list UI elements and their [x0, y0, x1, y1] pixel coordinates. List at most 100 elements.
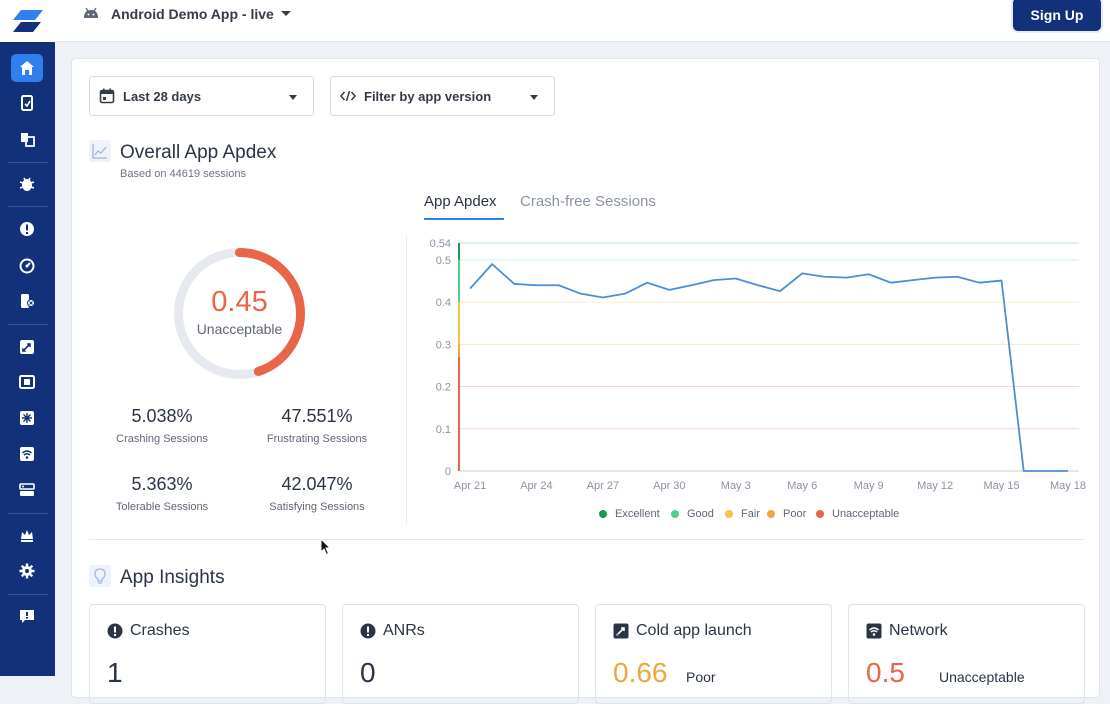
insight-rating: Poor: [686, 669, 716, 685]
apdex-score-label: Unacceptable: [196, 321, 283, 337]
api-icon[interactable]: [11, 476, 43, 504]
chevron-down-icon[interactable]: [281, 11, 291, 16]
data-point: [735, 277, 737, 279]
app-version-filter[interactable]: Filter by app version: [330, 76, 555, 116]
line-chart-icon: [89, 140, 111, 162]
app-selector[interactable]: Android Demo App - live: [111, 6, 274, 22]
wifi-icon: [866, 623, 882, 639]
data-point: [801, 272, 803, 274]
stat-label: Satisfying Sessions: [269, 501, 365, 513]
feedback-icon[interactable]: [11, 602, 43, 630]
alert-icon[interactable]: [11, 215, 43, 243]
legend-label: Fair: [741, 508, 760, 520]
legend-label: Good: [687, 508, 714, 520]
data-point: [1001, 280, 1003, 282]
legend-dot: [767, 510, 775, 518]
android-icon: [84, 7, 98, 18]
reports-icon[interactable]: [11, 89, 43, 117]
data-point: [779, 290, 781, 292]
lightbulb-icon: [89, 565, 111, 587]
gauge-icon[interactable]: [11, 252, 43, 280]
stat-value: 5.038%: [131, 406, 193, 426]
insight-card-cold-app-launch[interactable]: Cold app launch 0.66 Poor: [595, 604, 832, 704]
tab-crash-free-sessions[interactable]: Crash-free Sessions: [520, 193, 656, 210]
rocket-icon[interactable]: [11, 333, 43, 361]
sign-up-button[interactable]: Sign Up: [1013, 0, 1101, 31]
x-tick-label: May 12: [917, 480, 953, 492]
y-tick-label: 0.3: [436, 339, 451, 351]
insight-title: Crashes: [130, 622, 190, 639]
x-tick-label: Apr 27: [587, 480, 619, 492]
date-range-select[interactable]: Last 28 days: [89, 76, 314, 116]
data-point: [602, 296, 604, 298]
insight-card-crashes[interactable]: Crashes 1: [89, 604, 326, 704]
legend-dot: [599, 510, 607, 518]
chevron-down-icon: [289, 95, 297, 100]
stat-value: 5.363%: [131, 474, 193, 494]
y-tick-label: 0.4: [436, 297, 451, 309]
legend-poor: Poor: [767, 508, 806, 520]
alert-icon: [360, 623, 376, 639]
data-point: [580, 293, 582, 295]
home-icon[interactable]: [11, 54, 43, 82]
copy-icon[interactable]: [11, 125, 43, 153]
y-tick-label: 0.1: [436, 424, 451, 436]
apdex-title: Overall App Apdex: [120, 142, 277, 163]
settings-gear-icon[interactable]: [11, 557, 43, 585]
apdex-subtitle: Based on 44619 sessions: [120, 168, 246, 180]
legend-excellent: Excellent: [599, 508, 660, 520]
stat-label: Crashing Sessions: [116, 433, 208, 445]
data-point: [558, 284, 560, 286]
crashing-sessions-stat: 5.038% Crashing Sessions: [92, 406, 232, 445]
insight-title: Cold app launch: [636, 622, 752, 639]
divider: [406, 236, 407, 524]
data-point: [890, 282, 892, 284]
insight-value: 1: [107, 657, 123, 688]
data-point: [513, 283, 515, 285]
insights-title: App Insights: [120, 567, 225, 588]
data-point: [912, 279, 914, 281]
network-icon[interactable]: [11, 440, 43, 468]
divider: [89, 539, 1083, 540]
data-point: [868, 273, 870, 275]
data-point: [646, 282, 648, 284]
data-point: [934, 277, 936, 279]
satisfying-sessions-stat: 42.047% Satisfying Sessions: [247, 474, 387, 513]
insight-value: 0: [360, 657, 376, 688]
legend-fair: Fair: [725, 508, 760, 520]
x-tick-label: May 6: [787, 480, 817, 492]
data-point: [978, 282, 980, 284]
insight-title: Network: [889, 622, 948, 639]
crown-icon[interactable]: [11, 521, 43, 549]
x-tick-label: May 3: [721, 480, 751, 492]
bug-icon[interactable]: [11, 170, 43, 198]
rocket-icon: [613, 623, 629, 639]
insight-rating: Unacceptable: [939, 669, 1025, 685]
insight-value: 0.5: [866, 657, 905, 688]
mouse-cursor-icon: [320, 538, 332, 556]
legend-dot: [725, 510, 733, 518]
active-tab-indicator: [424, 218, 504, 220]
insight-card-network[interactable]: Network 0.5 Unacceptable: [848, 604, 1085, 704]
date-range-value: Last 28 days: [123, 88, 202, 104]
tab-app-apdex[interactable]: App Apdex: [424, 193, 497, 210]
data-point: [1023, 470, 1025, 472]
stat-label: Tolerable Sessions: [115, 501, 209, 513]
insight-value: 0.66: [613, 657, 668, 688]
ui-hang-icon[interactable]: [11, 404, 43, 432]
x-tick-label: Apr 30: [653, 480, 685, 492]
alert-icon: [107, 623, 123, 639]
logo[interactable]: [0, 0, 55, 42]
y-tick-label: 0: [445, 466, 451, 478]
x-tick-label: May 15: [984, 480, 1020, 492]
data-point: [713, 279, 715, 281]
apdex-series-line: [469, 263, 1068, 472]
frustrating-sessions-stat: 47.551% Frustrating Sessions: [247, 406, 387, 445]
legend-label: Poor: [783, 508, 807, 520]
screen-loading-icon[interactable]: [11, 368, 43, 396]
data-point: [491, 263, 493, 265]
insight-card-anrs[interactable]: ANRs 0: [342, 604, 579, 704]
sidebar: [0, 0, 55, 676]
app-crash-icon[interactable]: [11, 287, 43, 315]
